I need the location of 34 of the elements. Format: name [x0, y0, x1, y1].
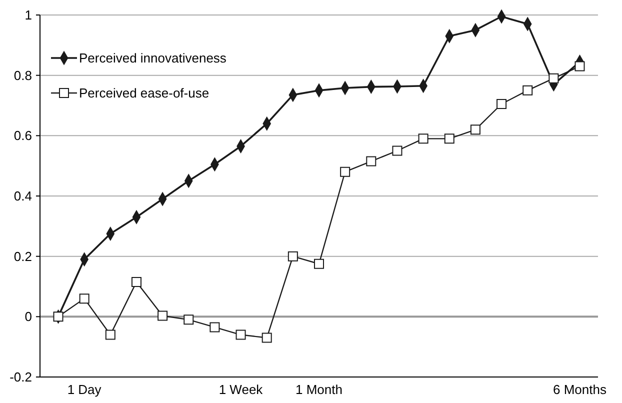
point	[79, 294, 90, 304]
point	[392, 146, 402, 156]
y-tick-label: 0	[24, 309, 32, 324]
point	[210, 322, 220, 332]
point	[184, 314, 194, 325]
point	[470, 124, 480, 135]
point	[262, 332, 272, 343]
point	[314, 258, 324, 269]
y-tick-label: 1	[24, 8, 32, 23]
x-tick-label: 1 Month	[296, 382, 342, 397]
x-tick-label: 1 Week	[218, 382, 264, 397]
y-tick-label: -0.2	[10, 370, 32, 385]
point	[236, 330, 246, 340]
point	[574, 61, 585, 72]
y-tick-label: 0.4	[14, 188, 32, 204]
point	[548, 73, 559, 84]
point	[340, 166, 350, 177]
point	[158, 310, 168, 321]
point	[418, 134, 428, 144]
point	[131, 276, 142, 287]
y-tick-label: 0.6	[14, 128, 32, 144]
point	[105, 330, 116, 340]
point	[496, 98, 507, 109]
legend-label: Perceived innovativeness	[79, 50, 227, 66]
point	[366, 156, 376, 166]
point	[288, 251, 298, 262]
point	[522, 85, 533, 96]
y-tick-label: 0.8	[14, 68, 32, 83]
x-tick-label: 1 Day	[67, 382, 102, 397]
point	[444, 134, 454, 144]
x-tick-label: 6 Months	[553, 382, 607, 397]
y-tick-label: 0.2	[14, 248, 32, 264]
point	[53, 312, 64, 322]
legend-label: Perceived ease-of-use	[79, 86, 210, 101]
